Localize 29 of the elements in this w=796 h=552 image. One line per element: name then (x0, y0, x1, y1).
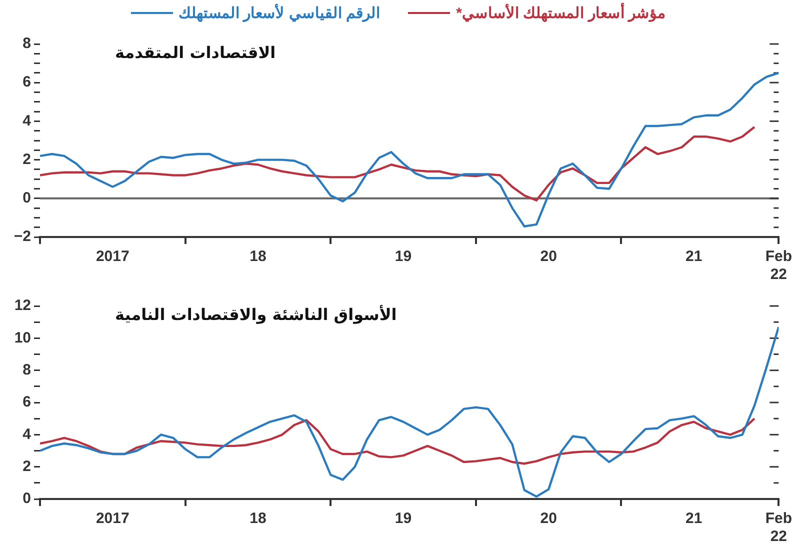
x-tick-label: Feb 22 (765, 510, 792, 546)
y-tick-label: 8 (22, 35, 31, 52)
y-tick-label: 6 (22, 74, 31, 91)
chart-title: الاقتصادات المتقدمة (115, 43, 276, 62)
y-tick-label: 10 (14, 329, 31, 346)
x-tick-label: 21 (686, 248, 702, 266)
y-tick-label: 2 (22, 150, 31, 168)
legend-label: مؤشر أسعار المستهلك الأساسي* (456, 4, 666, 22)
y-tick-label: 8 (22, 361, 31, 378)
x-tick-label: 19 (394, 510, 412, 528)
chart-title: الأسواق الناشئة والاقتصادات النامية (115, 304, 397, 324)
y-tick-label: 4 (22, 112, 32, 130)
y-tick-label: 6 (22, 394, 31, 411)
x-tick-label: 19 (394, 248, 412, 266)
x-tick-label: 20 (540, 248, 557, 266)
y-tick-label: 0 (22, 490, 31, 508)
x-tick-label: 21 (686, 510, 702, 528)
x-tick-label: 18 (250, 510, 266, 528)
y-tick-label: 4 (22, 426, 32, 443)
y-tick-label: 0 (22, 190, 31, 207)
x-tick-label: Feb 22 (765, 248, 792, 284)
x-tick-label: 18 (250, 248, 266, 266)
x-tick-label: 2017 (96, 510, 130, 528)
y-tick-label: −2 (14, 228, 31, 246)
x-tick-label: 2017 (96, 248, 130, 266)
x-tick-label: 20 (540, 510, 557, 528)
y-tick-label: 2 (22, 458, 31, 475)
y-tick-label: 12 (14, 297, 31, 314)
legend-label: الرقم القياسي لأسعار المستهلك (178, 4, 380, 22)
